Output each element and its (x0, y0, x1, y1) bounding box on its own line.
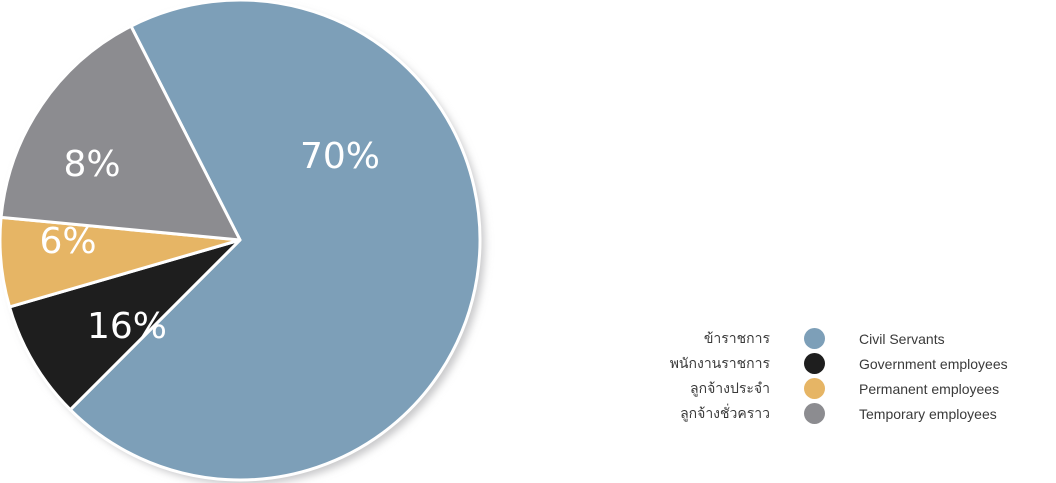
pie-slice-temporary-employees (0, 24, 242, 242)
slice-label-permanent-employees: 6% (39, 221, 96, 262)
legend-item-civil-servants: ข้าราชการ Civil Servants (600, 326, 1050, 351)
legend-swatch (804, 328, 825, 349)
slice-label-government-employees: 8% (63, 144, 120, 185)
legend-swatch (804, 353, 825, 374)
legend-item-permanent-employees: ลูกจ้างประจำ Permanent employees (600, 376, 1050, 401)
legend-label-en: Civil Servants (859, 330, 945, 347)
slice-label-civil-servants: 70% (300, 136, 380, 177)
legend: ข้าราชการ Civil Servants พนักงานราชการ G… (600, 326, 1050, 426)
legend-swatch (804, 378, 825, 399)
legend-item-government-employees: พนักงานราชการ Government employees (600, 351, 1050, 376)
legend-label-en: Permanent employees (859, 380, 1000, 397)
slice-label-temporary-employees: 16% (87, 306, 167, 347)
legend-label-th: ลูกจ้างประจำ (690, 380, 770, 397)
legend-label-th: พนักงานราชการ (669, 355, 770, 372)
pie-labels: 70% 8% 6% 16% (39, 136, 380, 347)
legend-swatch (804, 403, 825, 424)
legend-label-th: ข้าราชการ (703, 330, 770, 347)
legend-item-temporary-employees: ลูกจ้างชั่วคราว Temporary employees (600, 401, 1050, 426)
pie-slice-civil-servants (68, 0, 482, 482)
legend-label-th: ลูกจ้างชั่วคราว (680, 405, 770, 422)
legend-label-en: Government employees (859, 355, 1008, 372)
pie-slice-government-employees (8, 238, 242, 412)
pie-slices (0, 0, 482, 482)
legend-label-en: Temporary employees (859, 405, 997, 422)
